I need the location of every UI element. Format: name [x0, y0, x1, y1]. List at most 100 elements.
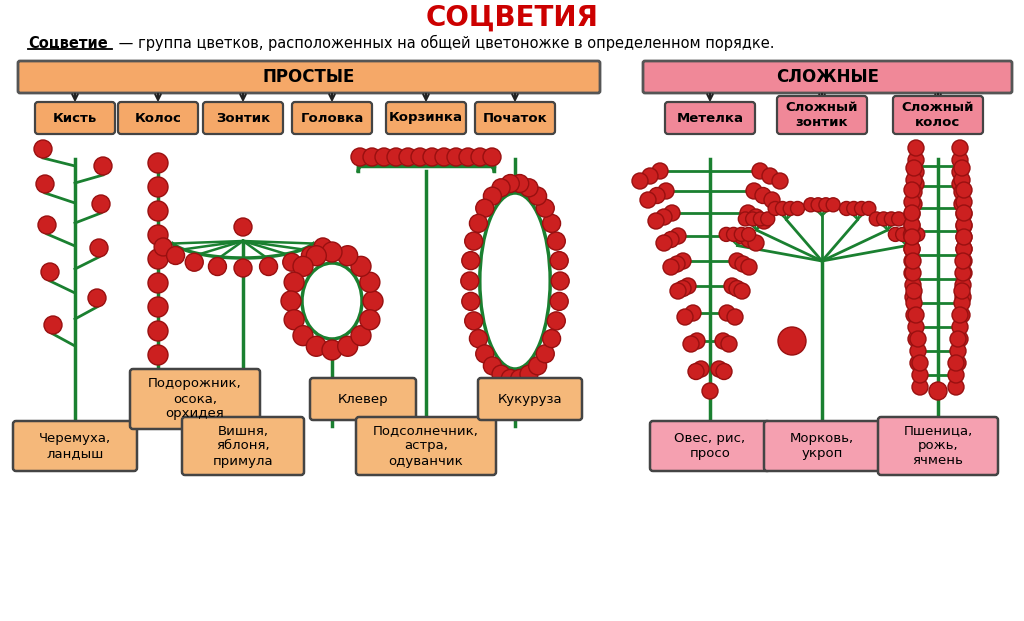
- Circle shape: [855, 201, 868, 215]
- Circle shape: [148, 297, 168, 317]
- Circle shape: [840, 201, 853, 215]
- Circle shape: [649, 188, 665, 204]
- Circle shape: [462, 292, 480, 310]
- Circle shape: [462, 252, 480, 270]
- Circle shape: [908, 152, 924, 168]
- Circle shape: [908, 331, 924, 347]
- Text: Колос: Колос: [134, 112, 181, 124]
- Circle shape: [929, 382, 947, 400]
- Circle shape: [908, 307, 924, 323]
- Circle shape: [904, 194, 920, 210]
- Circle shape: [652, 163, 668, 179]
- Circle shape: [906, 283, 922, 299]
- Circle shape: [293, 256, 313, 276]
- Circle shape: [948, 355, 964, 371]
- Circle shape: [724, 278, 740, 294]
- Circle shape: [741, 227, 756, 242]
- Text: Овес, рис,
просо: Овес, рис, просо: [675, 432, 745, 460]
- Circle shape: [92, 195, 110, 213]
- Circle shape: [804, 198, 818, 212]
- Circle shape: [476, 345, 494, 363]
- Circle shape: [306, 246, 327, 266]
- Circle shape: [952, 319, 968, 335]
- Circle shape: [642, 168, 658, 184]
- Circle shape: [34, 140, 52, 158]
- Circle shape: [904, 206, 920, 222]
- Circle shape: [956, 217, 972, 233]
- Circle shape: [741, 232, 757, 248]
- Circle shape: [148, 393, 168, 413]
- Circle shape: [754, 212, 767, 226]
- Circle shape: [658, 183, 674, 199]
- Circle shape: [892, 212, 905, 226]
- Circle shape: [912, 379, 928, 395]
- Circle shape: [693, 361, 709, 377]
- Circle shape: [768, 201, 782, 215]
- FancyBboxPatch shape: [764, 421, 880, 471]
- Circle shape: [537, 199, 554, 217]
- Circle shape: [955, 277, 971, 293]
- Circle shape: [167, 247, 184, 265]
- Text: — группа цветков, расположенных на общей цветоножке в определенном порядке.: — группа цветков, расположенных на общей…: [114, 35, 774, 51]
- Circle shape: [715, 333, 731, 349]
- Circle shape: [483, 148, 501, 166]
- FancyBboxPatch shape: [386, 102, 466, 134]
- Circle shape: [148, 249, 168, 269]
- Text: Зонтик: Зонтик: [216, 112, 270, 124]
- Circle shape: [734, 283, 750, 299]
- Circle shape: [284, 272, 304, 292]
- Circle shape: [910, 331, 926, 347]
- Circle shape: [465, 312, 482, 330]
- Circle shape: [716, 363, 732, 379]
- Text: ПРОСТЫЕ: ПРОСТЫЕ: [263, 68, 355, 86]
- Circle shape: [910, 343, 926, 359]
- Circle shape: [908, 140, 924, 156]
- Circle shape: [826, 198, 841, 212]
- Circle shape: [476, 199, 494, 217]
- Circle shape: [675, 253, 691, 269]
- Circle shape: [956, 241, 972, 257]
- Circle shape: [411, 148, 429, 166]
- Circle shape: [528, 187, 547, 205]
- Circle shape: [955, 289, 971, 305]
- Circle shape: [727, 309, 743, 325]
- Circle shape: [904, 229, 920, 245]
- Circle shape: [338, 246, 357, 266]
- Text: Пшеница,
рожь,
ячмень: Пшеница, рожь, ячмень: [903, 425, 973, 468]
- Circle shape: [896, 227, 909, 242]
- Text: Подсолнечник,
астра,
одуванчик: Подсолнечник, астра, одуванчик: [373, 425, 479, 468]
- Circle shape: [906, 160, 922, 176]
- Circle shape: [234, 259, 252, 277]
- Circle shape: [283, 253, 301, 271]
- Circle shape: [459, 148, 477, 166]
- Circle shape: [738, 212, 753, 226]
- Circle shape: [954, 283, 970, 299]
- Circle shape: [904, 241, 920, 257]
- Text: Клевер: Клевер: [338, 392, 388, 406]
- Circle shape: [669, 256, 685, 272]
- Circle shape: [493, 179, 510, 197]
- Circle shape: [956, 182, 972, 198]
- Circle shape: [775, 201, 790, 215]
- Circle shape: [791, 201, 805, 215]
- Circle shape: [756, 213, 772, 229]
- Circle shape: [547, 312, 565, 330]
- Circle shape: [745, 212, 760, 226]
- FancyBboxPatch shape: [13, 421, 137, 471]
- Circle shape: [461, 272, 479, 290]
- FancyBboxPatch shape: [18, 61, 600, 93]
- Circle shape: [764, 192, 780, 208]
- Circle shape: [711, 361, 727, 377]
- Circle shape: [469, 214, 487, 232]
- Circle shape: [778, 327, 806, 355]
- Circle shape: [904, 229, 920, 245]
- Circle shape: [904, 253, 920, 269]
- FancyBboxPatch shape: [182, 417, 304, 475]
- Circle shape: [640, 192, 656, 208]
- Circle shape: [748, 235, 764, 251]
- Circle shape: [688, 363, 705, 379]
- FancyBboxPatch shape: [643, 61, 1012, 93]
- FancyBboxPatch shape: [292, 102, 372, 134]
- Circle shape: [910, 227, 925, 242]
- Circle shape: [956, 241, 972, 257]
